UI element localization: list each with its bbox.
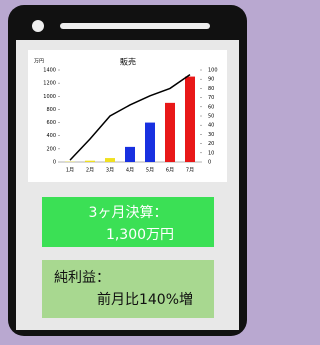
bar	[105, 158, 115, 162]
y-axis-label: 万円	[34, 59, 44, 65]
x-tick-label: 4月	[126, 168, 134, 174]
panel-2-line-1: 純利益：	[54, 270, 110, 286]
panel-1-line-2: 1,300万円	[106, 227, 174, 243]
bar	[85, 161, 95, 162]
bar	[145, 123, 155, 162]
y2-tick-label: 100	[208, 68, 218, 74]
x-tick-label: 3月	[106, 168, 114, 174]
y-tick-label: 0	[53, 160, 56, 166]
y2-tick-label: 80	[208, 86, 214, 92]
y2-tick-label: 40	[208, 123, 214, 129]
y2-tick-label: 0	[208, 160, 211, 166]
x-tick-label: 6月	[166, 168, 174, 174]
bar	[185, 77, 195, 162]
x-tick-label: 1月	[66, 168, 74, 174]
page: 販売 万円 0 200 400 600 800 1000 1200 1400 0 10 20 30 40…	[0, 0, 255, 341]
speaker	[60, 23, 210, 29]
y-tick-label: 600	[46, 120, 56, 126]
y2-tick-label: 60	[208, 104, 214, 110]
y-tick-label: 1200	[43, 81, 56, 87]
chart-title: 販売	[120, 57, 136, 67]
y2-tick-label: 20	[208, 141, 214, 147]
panel-2-line-2: 前月比140%増	[97, 291, 193, 308]
y2-tick-label: 30	[208, 132, 214, 138]
bar	[125, 147, 135, 162]
x-tick-label: 2月	[86, 168, 94, 174]
y2-tick-label: 70	[208, 95, 214, 101]
y-tick-label: 200	[46, 146, 56, 152]
x-tick-label: 5月	[146, 168, 154, 174]
y2-tick-label: 50	[208, 114, 214, 120]
panel-2	[42, 260, 214, 318]
bar	[165, 103, 175, 162]
y-tick-label: 800	[46, 107, 56, 113]
y2-tick-label: 10	[208, 150, 214, 156]
x-tick-label: 7月	[186, 168, 194, 174]
y-tick-label: 1400	[43, 68, 56, 74]
y-tick-label: 1000	[43, 94, 56, 100]
panel-1-line-1: 3ヶ月決算：	[89, 205, 168, 221]
y2-tick-label: 90	[208, 77, 214, 83]
y-tick-label: 400	[46, 133, 56, 139]
camera	[32, 20, 44, 32]
